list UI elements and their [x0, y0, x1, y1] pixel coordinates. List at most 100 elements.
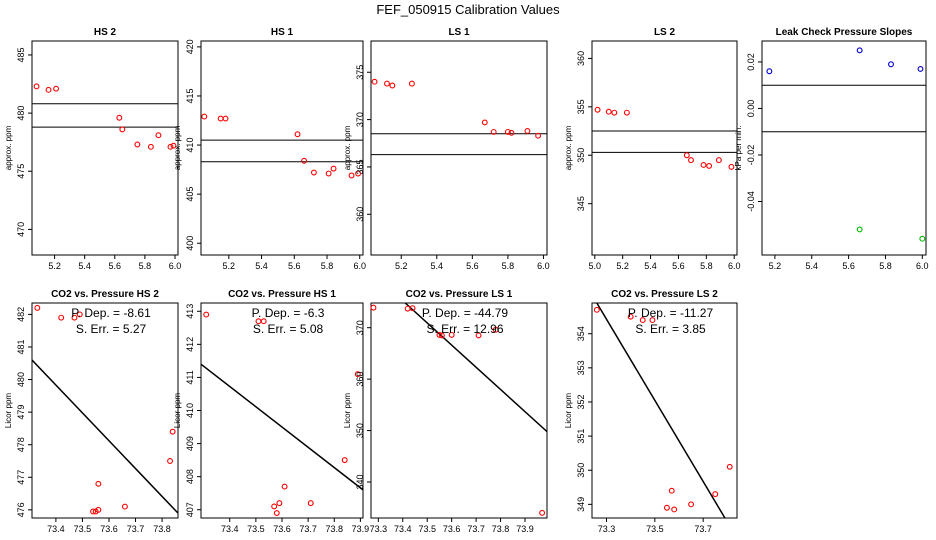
ls1-point [524, 128, 531, 134]
cph1-annotation: P. Dep. = -6.3 [252, 306, 325, 320]
cph2-point [58, 314, 65, 321]
hs2-xtick-label: 5.8 [139, 261, 152, 271]
cph2-ytick-label: 479 [16, 405, 26, 420]
cpl2-fit-line [596, 303, 726, 518]
ls2-point [611, 109, 618, 116]
hs2-frame [31, 40, 179, 256]
cpl2-ylabel: Licor ppm [564, 393, 573, 428]
hs2-xtick-label: 6.0 [169, 261, 182, 271]
hs2-point [53, 85, 60, 92]
ls2-point [594, 106, 601, 113]
hs1-point [348, 172, 355, 179]
cpl1-ylabel: Licor ppm [343, 393, 352, 428]
hs1-point [201, 113, 208, 120]
cpl2-xtick-label: 73.7 [694, 524, 712, 534]
leak-xtick-label: 5.2 [769, 261, 782, 271]
ls2-xtick-label: 6.0 [728, 261, 741, 271]
cph2-point [121, 503, 128, 510]
hs1-point [217, 115, 224, 122]
hs2-xtick-label: 5.4 [78, 261, 91, 271]
cph2-title: CO2 vs. Pressure HS 2 [51, 289, 159, 300]
cpl1-xtick-label: 73.6 [443, 524, 461, 534]
cph2-xtick-label: 73.7 [127, 524, 145, 534]
hs1-xtick-label: 5.6 [288, 261, 301, 271]
ls1-point [371, 78, 378, 85]
hs1-ylabel: approx. ppm [173, 125, 182, 170]
leak-point-green [856, 226, 863, 233]
cph2-ytick-label: 481 [16, 339, 26, 354]
cpl2-ytick-label: 350 [576, 463, 586, 478]
cpl1-xtick-label: 73.4 [394, 524, 412, 534]
cph2-fit-line [32, 359, 178, 514]
hs1-title: HS 1 [271, 27, 294, 38]
ls2-xtick-label: 5.4 [644, 261, 657, 271]
leak-panel: Leak Check Pressure Slopes kPa per min. 5.… [734, 27, 929, 271]
ls1-point [481, 119, 488, 126]
ls1-xtick-label: 5.6 [466, 261, 479, 271]
cpl1-point [475, 332, 482, 339]
hs1-xtick-label: 5.2 [223, 261, 236, 271]
hs1-ytick-label: 415 [185, 88, 195, 103]
ls1-xtick-label: 5.2 [395, 261, 408, 271]
cph2-point [169, 428, 176, 435]
cpl2-point [593, 306, 600, 313]
ls1-xtick-label: 5.4 [431, 261, 444, 271]
hs1-xtick-label: 5.8 [321, 261, 334, 271]
ls2-point [700, 161, 707, 168]
cph1-xtick-label: 73.9 [352, 524, 370, 534]
cph1-ylabel: Licor ppm [173, 393, 182, 428]
cpl1-ytick-label: 370 [355, 320, 365, 335]
cpl1-annotation: P. Dep. = -44.79 [422, 306, 509, 320]
hs1-ytick-label: 405 [185, 187, 195, 202]
cph2-xtick-label: 73.5 [74, 524, 92, 534]
ls1-frame [370, 40, 548, 256]
cpl1-title: CO2 vs. Pressure LS 1 [406, 289, 513, 300]
ls1-ylabel: approx. ppm [343, 125, 352, 170]
cph1-point [341, 457, 348, 464]
leak-title: Leak Check Pressure Slopes [776, 27, 913, 38]
cph2-point [95, 506, 102, 513]
hs1-ytick-label: 400 [185, 236, 195, 251]
hs1-point [355, 170, 362, 177]
cph1-title: CO2 vs. Pressure HS 1 [228, 289, 336, 300]
hs2-point [147, 143, 154, 150]
cpl2-xtick-label: 73.5 [646, 524, 664, 534]
cpl1-ytick-label: 360 [355, 372, 365, 387]
cpl2-point [712, 491, 719, 498]
hs2-point [116, 114, 123, 121]
hs2-point [33, 83, 40, 90]
cpl2-ytick-label: 349 [576, 497, 586, 512]
hs2-ytick-label: 480 [16, 106, 26, 121]
cph1-ytick-label: 407 [185, 502, 195, 517]
ls2-xtick-label: 5.8 [700, 261, 713, 271]
cpl2-panel: CO2 vs. Pressure LS 2 Licor ppm 73.3 73.5 73… [564, 289, 738, 534]
hs2-point [155, 132, 162, 139]
ls2-xtick-label: 5.6 [672, 261, 685, 271]
hs1-point [325, 170, 332, 177]
cph1-ytick-label: 413 [185, 304, 195, 319]
cph2-point [76, 311, 83, 318]
cph2-point [95, 480, 102, 487]
ls1-ytick-label: 375 [355, 65, 365, 80]
cpl2-annotation: S. Err. = 3.85 [635, 322, 706, 336]
ls1-panel: LS 1 approx. ppm 5.2 5.4 5.6 5.8 6.0 360 365 370 3… [343, 27, 550, 271]
leak-ytick-label: -0.04 [746, 191, 756, 212]
cph2-xtick-label: 73.4 [47, 524, 65, 534]
ls1-xtick-label: 6.0 [537, 261, 550, 271]
ls1-title: LS 1 [448, 27, 470, 38]
cpl1-panel: CO2 vs. Pressure LS 1 Licor ppm 73.3 73.4 73… [343, 289, 548, 534]
hs2-point [119, 126, 126, 133]
cph1-point [276, 500, 283, 507]
figure-title: FEF_050915 Calibration Values [376, 2, 560, 17]
cph1-xtick-label: 73.4 [221, 524, 239, 534]
cpl2-point [668, 487, 675, 494]
ls1-point [408, 80, 415, 87]
hs2-point [45, 86, 52, 93]
cpl1-fit-line [404, 303, 547, 433]
cpl1-xtick-label: 73.9 [516, 524, 534, 534]
leak-xtick-label: 6.0 [916, 261, 929, 271]
ls1-xtick-label: 5.8 [502, 261, 515, 271]
cph1-point [273, 510, 280, 516]
hs2-point [134, 141, 141, 148]
leak-ylabel: kPa per min. [734, 126, 743, 171]
